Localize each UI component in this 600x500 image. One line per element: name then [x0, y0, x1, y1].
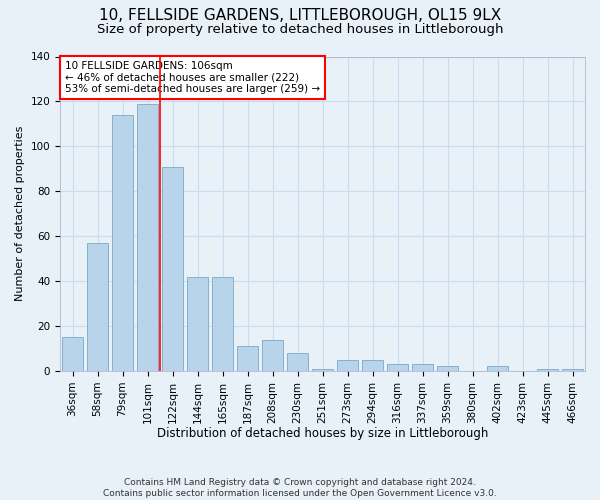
Bar	[437, 366, 458, 371]
Bar	[287, 353, 308, 371]
X-axis label: Distribution of detached houses by size in Littleborough: Distribution of detached houses by size …	[157, 427, 488, 440]
Bar	[112, 115, 133, 371]
Bar	[162, 166, 183, 371]
Bar	[212, 276, 233, 371]
Y-axis label: Number of detached properties: Number of detached properties	[15, 126, 25, 302]
Bar	[387, 364, 408, 371]
Text: 10, FELLSIDE GARDENS, LITTLEBOROUGH, OL15 9LX: 10, FELLSIDE GARDENS, LITTLEBOROUGH, OL1…	[99, 8, 501, 22]
Text: 10 FELLSIDE GARDENS: 106sqm
← 46% of detached houses are smaller (222)
53% of se: 10 FELLSIDE GARDENS: 106sqm ← 46% of det…	[65, 61, 320, 94]
Text: Size of property relative to detached houses in Littleborough: Size of property relative to detached ho…	[97, 22, 503, 36]
Bar	[412, 364, 433, 371]
Bar	[62, 338, 83, 371]
Bar	[237, 346, 258, 371]
Bar	[262, 340, 283, 371]
Text: Contains HM Land Registry data © Crown copyright and database right 2024.
Contai: Contains HM Land Registry data © Crown c…	[103, 478, 497, 498]
Bar	[537, 368, 558, 371]
Bar	[362, 360, 383, 371]
Bar	[87, 243, 108, 371]
Bar	[562, 368, 583, 371]
Bar	[312, 368, 333, 371]
Bar	[337, 360, 358, 371]
Bar	[487, 366, 508, 371]
Bar	[137, 104, 158, 371]
Bar	[187, 276, 208, 371]
